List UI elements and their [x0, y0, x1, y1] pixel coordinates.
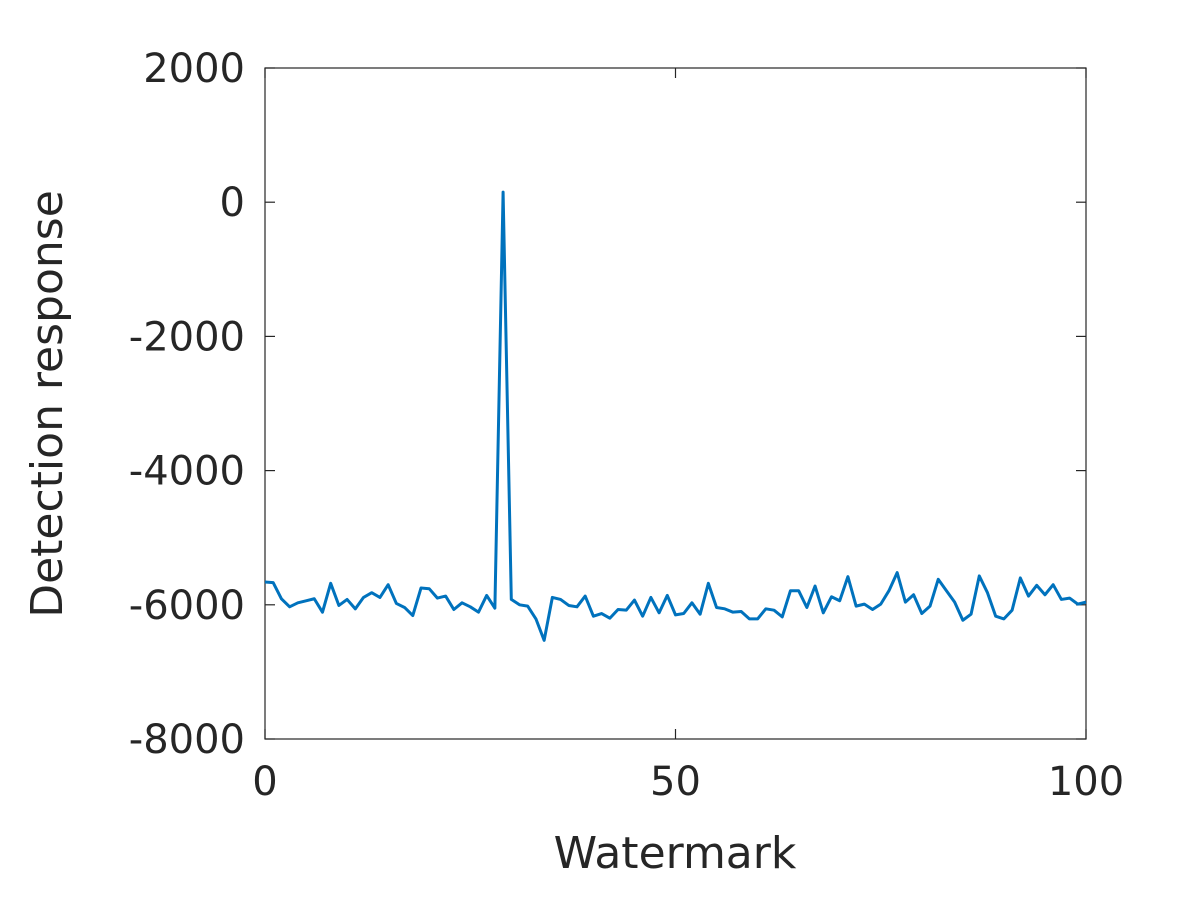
y-tick-label: -8000: [129, 717, 245, 763]
y-tick-label: -6000: [129, 583, 245, 629]
y-tick-label: 2000: [143, 46, 245, 92]
x-tick-label: 50: [650, 759, 701, 805]
x-axis-label: Watermark: [554, 828, 797, 879]
y-tick-label: 0: [220, 180, 245, 226]
x-tick-label: 100: [1048, 759, 1124, 805]
y-axis-label: Detection response: [22, 190, 73, 618]
y-tick-label: -4000: [129, 449, 245, 495]
x-tick-label: 0: [252, 759, 277, 805]
plot-area: [264, 67, 1087, 740]
tick-labels: 0 50 100 2000 0 -2000 -4000 -6000 -8000: [129, 46, 1124, 805]
y-tick-label: -2000: [129, 314, 245, 360]
series-line: [264, 190, 1087, 642]
axis-ticks: [264, 67, 1087, 740]
